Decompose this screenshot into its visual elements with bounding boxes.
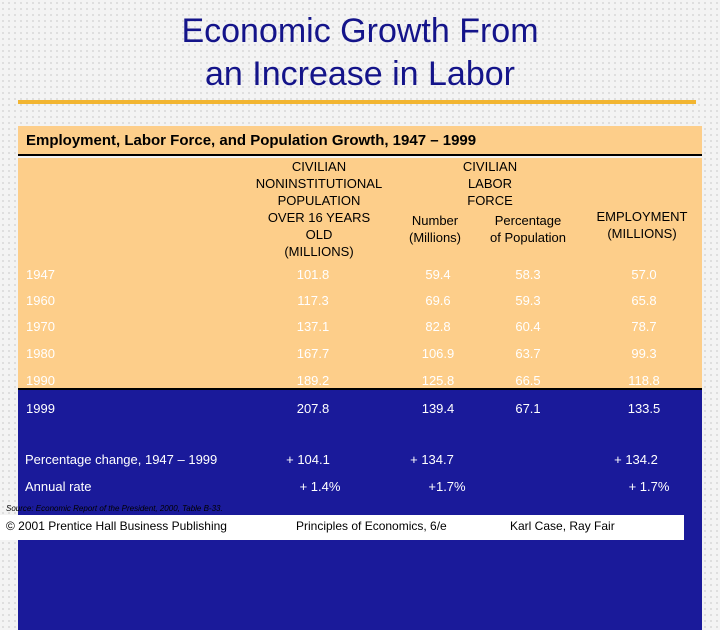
data-table: Employment, Labor Force, and Population …	[18, 126, 702, 630]
pct-change-labor-number: + 134.7	[410, 452, 454, 467]
footer-authors: Karl Case, Ray Fair	[510, 519, 615, 533]
cell-labor-percent: 63.7	[515, 346, 541, 361]
slide-title: Economic Growth From an Increase in Labo…	[0, 10, 720, 96]
cell-labor-number: 69.6	[425, 293, 451, 308]
pct-change-label: Percentage change, 1947 – 1999	[25, 452, 218, 467]
table-header: CIVILIAN NONINSTITUTIONAL POPULATION OVE…	[18, 158, 702, 390]
title-line-1: Economic Growth From	[181, 12, 539, 50]
cell-year: 1947	[26, 267, 55, 282]
footer-book-title: Principles of Economics, 6/e	[296, 519, 447, 533]
cell-year: 1980	[26, 346, 55, 361]
cell-population: 117.3	[297, 293, 329, 308]
cell-labor-number: 82.8	[425, 319, 451, 334]
annual-rate-label: Annual rate	[25, 479, 92, 494]
annual-rate-employment: + 1.7%	[628, 479, 670, 494]
cell-population: 167.7	[296, 346, 330, 361]
annual-rate-labor-number: +1.7%	[428, 479, 466, 494]
cell-labor-number: 59.4	[425, 267, 451, 282]
cell-population: 189.2	[296, 373, 330, 388]
cell-labor-percent: 58.3	[515, 267, 541, 282]
cell-employment: 99.3	[631, 346, 657, 361]
cell-employment: 57.0	[631, 267, 657, 282]
footer-copyright: © 2001 Prentice Hall Business Publishing	[6, 519, 227, 533]
cell-employment: 65.8	[631, 293, 657, 308]
cell-year: 1990	[26, 373, 55, 388]
cell-labor-number: 106.9	[421, 346, 455, 361]
footer-bar	[0, 515, 684, 540]
cell-employment: 133.5	[627, 401, 661, 416]
cell-labor-percent: 60.4	[515, 319, 541, 334]
annual-rate-population: + 1.4%	[299, 479, 341, 494]
table-caption: Employment, Labor Force, and Population …	[18, 126, 702, 156]
title-underline	[18, 100, 696, 104]
title-line-2: an Increase in Labor	[205, 55, 515, 93]
cell-employment: 78.7	[631, 319, 657, 334]
cell-employment: 118.8	[628, 373, 660, 388]
cell-year: 1999	[26, 401, 55, 416]
table-source-note: Source: Economic Report of the President…	[6, 504, 223, 513]
cell-population: 207.8	[296, 401, 330, 416]
cell-year: 1960	[26, 293, 55, 308]
header-employment: EMPLOYMENT (MILLIONS)	[596, 209, 688, 241]
cell-labor-percent: 67.1	[515, 401, 541, 416]
cell-labor-percent: 66.5	[515, 373, 541, 388]
cell-population: 101.8	[296, 267, 330, 282]
cell-population: 137.1	[296, 319, 330, 334]
header-lf-number: Number (Millions)	[409, 213, 461, 245]
cell-year: 1970	[26, 319, 55, 334]
header-population: CIVILIAN NONINSTITUTIONAL POPULATION OVE…	[255, 159, 383, 259]
cell-labor-number: 139.4	[421, 401, 455, 416]
header-lf-percentage: Percentage of Population	[490, 213, 566, 245]
header-divider	[18, 388, 702, 390]
cell-labor-number: 125.8	[421, 373, 455, 388]
pct-change-employment: + 134.2	[614, 452, 658, 467]
pct-change-population: + 104.1	[286, 452, 330, 467]
header-labor-force: CIVILIAN LABOR FORCE	[462, 159, 518, 208]
cell-labor-percent: 59.3	[515, 293, 541, 308]
